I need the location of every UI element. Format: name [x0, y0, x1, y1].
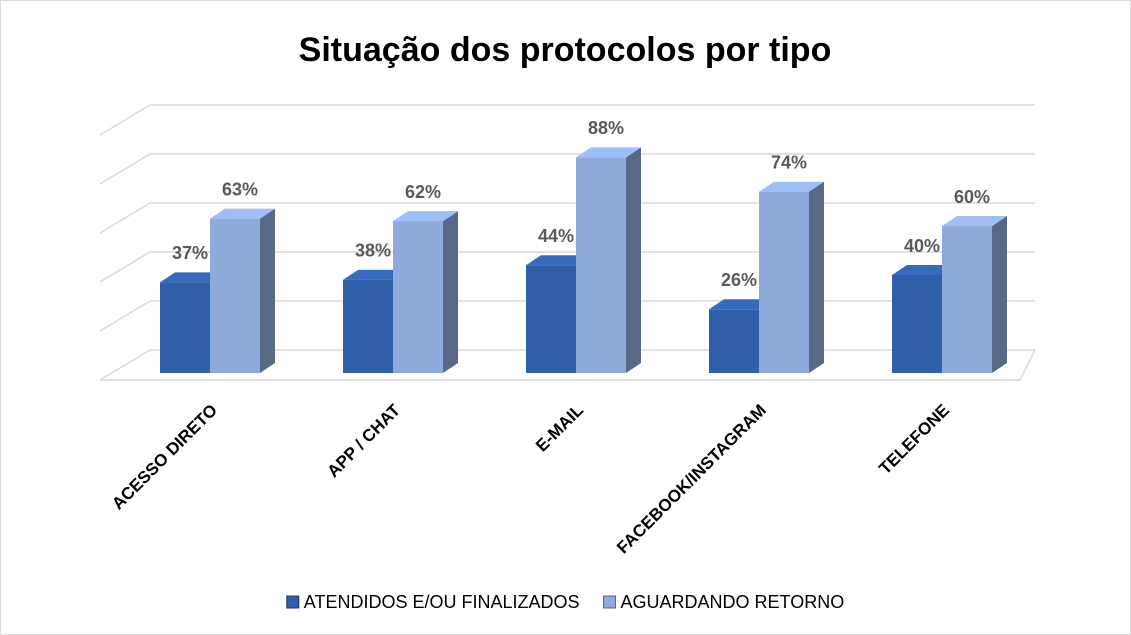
bar-front	[393, 221, 443, 373]
bar-side	[992, 216, 1007, 373]
bar-top	[759, 181, 824, 192]
floor-edge	[100, 349, 1036, 381]
data-label: 62%	[405, 182, 441, 202]
grid-line	[99, 153, 1035, 185]
data-label: 26%	[721, 270, 757, 290]
bar	[393, 211, 458, 373]
bar-top	[160, 272, 225, 283]
bar-front	[343, 279, 393, 373]
data-label: 44%	[538, 226, 574, 246]
legend-swatch	[286, 595, 300, 609]
data-label: 37%	[172, 243, 208, 263]
bar	[942, 216, 1007, 373]
grid-line	[99, 104, 1035, 136]
bar-side	[809, 181, 824, 373]
bar-top	[709, 299, 774, 310]
bar-top	[343, 269, 408, 280]
bar-side	[626, 147, 641, 373]
bar-top	[576, 147, 641, 158]
legend-label: AGUARDANDO RETORNO	[621, 592, 845, 612]
bar-front	[526, 265, 576, 373]
bar-side	[443, 211, 458, 373]
bar-front	[210, 218, 260, 373]
data-label: 88%	[588, 118, 624, 138]
bar-top	[210, 208, 275, 219]
bar-front	[759, 191, 809, 373]
bar-top	[526, 255, 591, 266]
grid-segment	[99, 202, 1035, 234]
grid-segment	[99, 104, 1035, 136]
bar-front	[576, 157, 626, 373]
bar-front	[160, 282, 210, 373]
bar-top	[393, 211, 458, 222]
bar-top	[892, 265, 957, 275]
legend-swatch	[603, 595, 617, 609]
data-label: 60%	[954, 187, 990, 207]
data-label: 74%	[771, 152, 807, 172]
bar-front	[892, 275, 942, 373]
data-label: 38%	[355, 241, 391, 261]
grid-line	[99, 251, 1035, 283]
bar	[210, 208, 275, 373]
bar-top	[942, 216, 1007, 226]
chart-title: Situação dos protocolos por tipo	[299, 31, 832, 69]
data-label: 40%	[904, 236, 940, 256]
bar	[576, 147, 641, 373]
grid-line	[99, 202, 1035, 234]
grid-segment	[99, 153, 1035, 185]
data-label: 63%	[222, 179, 258, 199]
bar-front	[709, 309, 759, 373]
legend: ATENDIDOS E/OU FINALIZADOS AGUARDANDO RET…	[286, 592, 845, 612]
bar-side	[260, 208, 275, 373]
bar	[759, 181, 824, 373]
grid-segment	[99, 251, 1035, 283]
bar-front	[942, 226, 992, 373]
legend-label: ATENDIDOS E/OU FINALIZADOS	[304, 592, 580, 612]
